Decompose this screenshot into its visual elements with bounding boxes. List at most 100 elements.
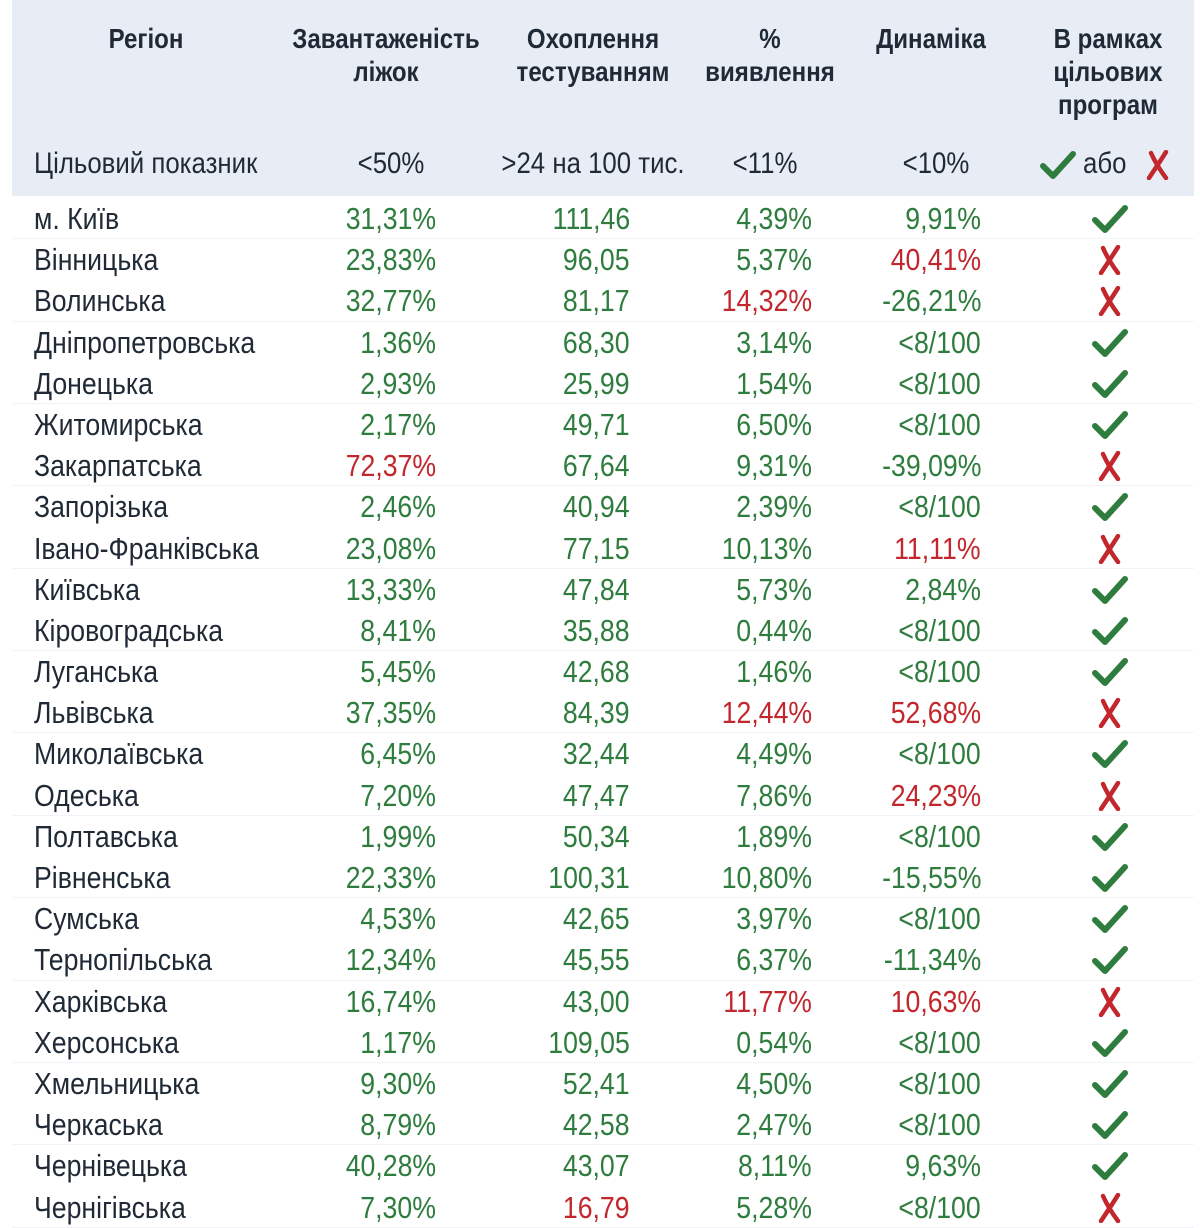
beds-cell: 22,33% <box>345 860 436 895</box>
region-cell: Волинська <box>34 283 166 319</box>
table-row: Львівська 37,35% 84,39 12,44% 52,68% <box>0 692 1200 734</box>
testing-cell: 25,99 <box>563 365 630 401</box>
detection-cell: 10,13% <box>721 530 812 566</box>
table-row: Луганська 5,45% 42,68 1,46% <8/100 <box>0 651 1200 692</box>
testing-cell: 40,94 <box>563 489 630 525</box>
target-beds: <50% <box>357 147 425 180</box>
table-row: Кіровоградська 8,41% 35,88 0,44% <8/100 <box>0 610 1200 652</box>
header-dynamics: Динаміка <box>876 23 986 54</box>
region-cell: Черкаська <box>34 1107 163 1143</box>
header-testing: Охоплення тестуванням <box>516 23 670 87</box>
target-label: Цільовий показник <box>34 147 258 180</box>
testing-cell: 47,84 <box>563 571 630 607</box>
testing-cell: 49,71 <box>563 406 630 442</box>
beds-cell: 37,35% <box>345 695 436 731</box>
dynamics-cell: <8/100 <box>898 324 981 360</box>
dynamics-cell: -26,21% <box>881 283 981 319</box>
check-icon <box>1092 205 1128 233</box>
detection-cell: 5,73% <box>736 571 812 607</box>
testing-cell: 35,88 <box>563 612 630 648</box>
region-cell: Миколаївська <box>34 736 204 772</box>
table-row: Житомирська 2,17% 49,71 6,50% <8/100 <box>0 404 1200 445</box>
check-icon <box>1092 1152 1128 1181</box>
region-cell: Донецька <box>34 365 153 401</box>
testing-cell: 111,46 <box>552 201 630 236</box>
table-row: Запорізька 2,46% 40,94 2,39% <8/100 <box>0 486 1200 527</box>
table-row: Полтавська 1,99% 50,34 1,89% <8/100 <box>0 816 1200 857</box>
check-icon <box>1092 616 1128 645</box>
region-cell: Рівненська <box>34 860 171 895</box>
testing-cell: 42,58 <box>563 1107 630 1143</box>
region-cell: Львівська <box>34 695 154 731</box>
target-detection: <11% <box>732 147 798 180</box>
testing-cell: 50,34 <box>563 818 630 854</box>
testing-cell: 109,05 <box>548 1024 630 1060</box>
cross-icon <box>1098 698 1121 729</box>
beds-cell: 1,17% <box>360 1024 436 1060</box>
detection-cell: 3,97% <box>736 901 812 937</box>
table-row: Чернівецька 40,28% 43,07 8,11% 9,63% <box>0 1145 1200 1186</box>
dynamics-cell: <8/100 <box>898 818 981 854</box>
dynamics-cell: <8/100 <box>898 365 981 401</box>
table-header <box>12 0 1194 196</box>
table-row: Миколаївська 6,45% 32,44 4,49% <8/100 <box>0 733 1200 774</box>
cross-icon <box>1098 986 1121 1017</box>
table-row: Рівненська 22,33% 100,31 10,80% -15,55% <box>0 857 1200 899</box>
detection-cell: 14,32% <box>721 283 812 319</box>
table-body: м. Київ 31,31% 111,46 4,39% 9,91% Вінницька 23… <box>0 198 1200 1228</box>
dynamics-cell: <8/100 <box>898 901 981 937</box>
table-row: Дніпропетровська 1,36% 68,30 3,14% <8/100 <box>0 322 1200 363</box>
detection-cell: 5,37% <box>736 242 812 278</box>
region-cell: Івано-Франківська <box>34 530 259 566</box>
detection-cell: 6,37% <box>736 942 812 978</box>
table-row: м. Київ 31,31% 111,46 4,39% 9,91% <box>0 198 1200 240</box>
testing-cell: 52,41 <box>563 1065 630 1101</box>
cross-icon <box>1098 245 1121 276</box>
cross-icon <box>1146 150 1169 180</box>
detection-cell: 12,44% <box>721 695 812 731</box>
beds-cell: 32,77% <box>345 283 436 319</box>
detection-cell: 4,39% <box>736 201 812 236</box>
table-row: Харківська 16,74% 43,00 11,77% 10,63% <box>0 981 1200 1022</box>
testing-cell: 16,79 <box>563 1189 630 1225</box>
check-icon <box>1092 1069 1128 1098</box>
cross-icon <box>1098 533 1121 564</box>
region-cell: Луганська <box>34 654 159 690</box>
dynamics-cell: <8/100 <box>898 1107 981 1143</box>
testing-cell: 77,15 <box>563 530 630 566</box>
testing-cell: 84,39 <box>563 695 630 731</box>
beds-cell: 2,17% <box>360 406 436 442</box>
table-row: Івано-Франківська 23,08% 77,15 10,13% 11,11% <box>0 528 1200 569</box>
table-row: Сумська 4,53% 42,65 3,97% <8/100 <box>0 898 1200 939</box>
check-icon <box>1040 151 1076 179</box>
dynamics-cell: <8/100 <box>898 406 981 442</box>
testing-cell: 42,68 <box>563 654 630 690</box>
testing-cell: 45,55 <box>563 942 630 978</box>
beds-cell: 23,83% <box>345 242 436 278</box>
table-row: Волинська 32,77% 81,17 14,32% -26,21% <box>0 280 1200 322</box>
dynamics-cell: 11,11% <box>894 530 981 566</box>
header-beds: Завантаженість ліжок <box>292 23 480 87</box>
dynamics-cell: 10,63% <box>890 983 981 1019</box>
beds-cell: 8,79% <box>360 1107 436 1143</box>
check-icon <box>1092 369 1128 398</box>
region-cell: Сумська <box>34 901 139 937</box>
detection-cell: 4,50% <box>736 1065 812 1101</box>
beds-cell: 7,30% <box>360 1189 436 1225</box>
table-row: Черкаська 8,79% 42,58 2,47% <8/100 <box>0 1104 1200 1146</box>
testing-cell: 32,44 <box>563 736 630 772</box>
region-cell: Чернівецька <box>34 1148 187 1184</box>
dynamics-cell: <8/100 <box>898 1065 981 1101</box>
beds-cell: 6,45% <box>360 736 436 772</box>
dynamics-cell: 9,91% <box>905 201 981 236</box>
region-cell: м. Київ <box>34 201 120 236</box>
region-cell: Харківська <box>34 983 168 1019</box>
check-icon <box>1092 1028 1128 1057</box>
beds-cell: 31,31% <box>345 201 436 236</box>
detection-cell: 0,54% <box>736 1024 812 1060</box>
cross-icon <box>1098 780 1121 811</box>
beds-cell: 7,20% <box>360 777 436 813</box>
beds-cell: 23,08% <box>345 530 436 566</box>
detection-cell: 3,14% <box>736 324 812 360</box>
